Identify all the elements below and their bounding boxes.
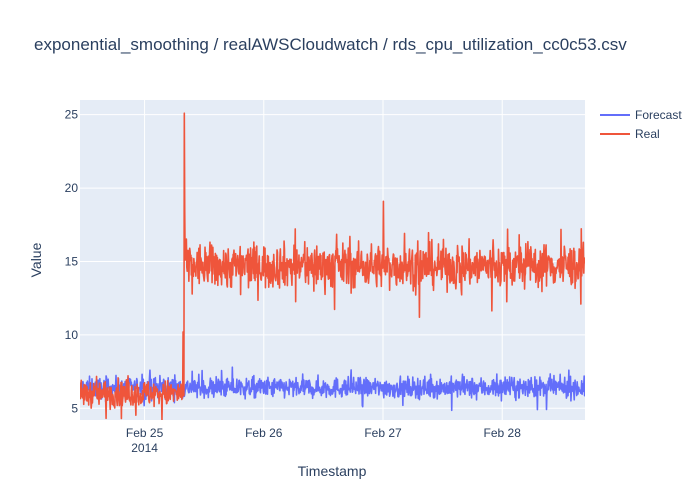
y-axis-title: Value: [28, 242, 44, 277]
legend-item-forecast[interactable]: Forecast: [600, 108, 682, 122]
y-tick-label: 20: [65, 181, 79, 195]
legend-label: Forecast: [635, 108, 682, 122]
legend-label: Real: [635, 127, 660, 141]
y-tick-label: 15: [65, 254, 79, 268]
series-line-real: [80, 112, 585, 420]
x-axis-title: Timestamp: [298, 463, 367, 479]
x-tick-label: Feb 28: [484, 426, 522, 440]
x-tick-sublabel: 2014: [131, 441, 158, 455]
y-tick-label: 10: [65, 328, 79, 342]
x-tick-label: Feb 27: [364, 426, 402, 440]
x-tick-label: Feb 25: [126, 426, 164, 440]
y-tick-label: 25: [65, 108, 79, 122]
series-layer: [80, 112, 585, 420]
series-line-forecast: [80, 366, 585, 412]
y-tick-label: 5: [71, 401, 78, 415]
y-axis-ticks: 5 10 15 20 25: [65, 108, 79, 416]
legend-item-real[interactable]: Real: [600, 127, 660, 141]
chart-title: exponential_smoothing / realAWSCloudwatc…: [34, 35, 627, 54]
x-tick-label: Feb 26: [245, 426, 283, 440]
legend[interactable]: Forecast Real: [600, 108, 682, 141]
